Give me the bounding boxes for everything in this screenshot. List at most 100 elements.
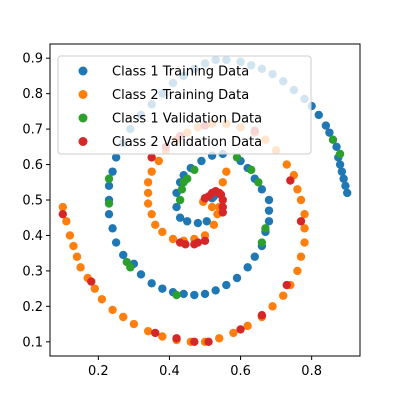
series-1-point-72 — [339, 174, 348, 183]
series-4-point-7 — [218, 208, 227, 217]
series-4-point-26 — [190, 337, 199, 347]
series-1-point-19 — [257, 185, 267, 194]
series-3-point-15 — [104, 174, 114, 183]
y-tick-label-9: 0.9 — [22, 52, 43, 67]
series-4-point-15 — [147, 153, 156, 162]
series-1-point-73 — [341, 181, 350, 191]
series-2-point-55 — [97, 295, 107, 304]
series-2-point-35 — [300, 209, 309, 219]
x-tick-label-4: 0.8 — [301, 364, 322, 379]
series-2-point-33 — [293, 185, 302, 194]
series-2-point-50 — [158, 332, 167, 341]
series-1-point-65 — [314, 110, 323, 120]
series-1-point-32 — [179, 289, 188, 299]
series-2-point-5 — [218, 178, 227, 187]
series-3-point-10 — [257, 238, 267, 247]
series-1-point-41 — [104, 209, 114, 219]
series-4-point-11 — [181, 240, 190, 249]
series-2-point-62 — [62, 217, 71, 226]
legend-label-3: Class 1 Validation Data — [112, 112, 262, 127]
series-1-point-8 — [172, 202, 181, 212]
series-2-point-20 — [154, 156, 163, 166]
series-2-point-41 — [279, 291, 288, 300]
legend-box — [57, 55, 312, 155]
x-tick-label-2: 0.4 — [159, 364, 180, 379]
y-tick-label-1: 0.1 — [22, 335, 43, 350]
x-tick-label-3: 0.6 — [230, 364, 251, 379]
series-1-point-27 — [232, 273, 242, 283]
series-2-point-8 — [209, 220, 219, 230]
series-3-point-12 — [126, 263, 135, 272]
series-3-point-17 — [335, 149, 345, 159]
series-3-point-16 — [328, 135, 338, 144]
series-4-point-13 — [193, 238, 203, 247]
series-4-point-9 — [204, 192, 213, 201]
series-1-point-26 — [243, 263, 252, 272]
series-1-point-6 — [183, 217, 192, 226]
series-1-point-68 — [332, 142, 341, 152]
series-1-point-5 — [193, 218, 203, 228]
series-1-point-21 — [264, 206, 274, 215]
series-1-point-29 — [211, 286, 220, 295]
series-2-point-38 — [296, 252, 306, 261]
series-2-point-37 — [300, 238, 309, 247]
series-4-point-29 — [87, 277, 96, 286]
series-1-point-13 — [197, 156, 206, 166]
series-1-point-20 — [264, 195, 274, 205]
legend-label-2: Class 2 Training Data — [112, 88, 249, 103]
series-1-point-43 — [104, 181, 114, 191]
series-2-point-34 — [296, 195, 306, 205]
series-1-point-35 — [147, 279, 156, 288]
series-2-point-16 — [143, 199, 153, 208]
series-4-point-20 — [286, 176, 295, 185]
series-3-point-14 — [104, 199, 114, 208]
legend: Class 1 Training Data Class 2 Training Da… — [57, 55, 312, 155]
series-3-point-2 — [177, 185, 187, 194]
series-1-point-67 — [325, 128, 334, 137]
series-1-point-38 — [119, 250, 128, 260]
series-1-point-34 — [158, 284, 167, 293]
series-2-point-51 — [143, 326, 153, 336]
series-1-point-4 — [202, 217, 211, 226]
series-2-point-13 — [158, 227, 167, 237]
series-4-point-22 — [282, 280, 291, 290]
y-tick-label-7: 0.7 — [22, 123, 43, 138]
series-3-point-7 — [247, 165, 256, 175]
series-1-point-71 — [337, 167, 347, 176]
series-3-point-6 — [232, 153, 242, 162]
series-4-point-25 — [204, 337, 213, 347]
series-4-point-24 — [236, 325, 245, 334]
series-1-point-28 — [222, 280, 231, 290]
legend-marker-3 — [78, 113, 88, 123]
series-2-point-45 — [229, 328, 238, 338]
series-2-point-14 — [151, 220, 160, 230]
legend-marker-1 — [78, 66, 88, 76]
x-tick-label-1: 0.2 — [88, 364, 109, 379]
series-2-point-60 — [69, 241, 78, 251]
series-2-point-15 — [147, 209, 156, 219]
series-3-point-9 — [261, 224, 270, 233]
y-tick-label-2: 0.2 — [22, 300, 43, 315]
series-3-point-8 — [254, 178, 263, 187]
series-2-point-53 — [119, 312, 128, 322]
series-2-point-52 — [129, 319, 139, 329]
series-2-point-44 — [243, 321, 252, 331]
series-2-point-36 — [300, 224, 309, 233]
series-1-point-40 — [108, 224, 117, 233]
series-3-point-13 — [172, 290, 181, 300]
x-axis: 0.2 0.4 0.6 0.8 — [88, 356, 322, 379]
series-2-point-17 — [143, 188, 153, 198]
points-layer — [58, 55, 352, 347]
series-4-point-27 — [172, 334, 181, 343]
series-1-point-44 — [108, 167, 117, 176]
legend-marker-4 — [78, 137, 88, 146]
series-4-point-14 — [200, 236, 210, 245]
series-1-point-25 — [250, 252, 259, 261]
legend-label-4: Class 2 Validation Data — [112, 135, 262, 150]
series-2-point-39 — [293, 266, 302, 276]
series-2-point-63 — [58, 202, 67, 212]
series-1-point-7 — [175, 213, 185, 222]
y-tick-label-6: 0.6 — [22, 158, 43, 173]
series-3 — [104, 135, 345, 300]
